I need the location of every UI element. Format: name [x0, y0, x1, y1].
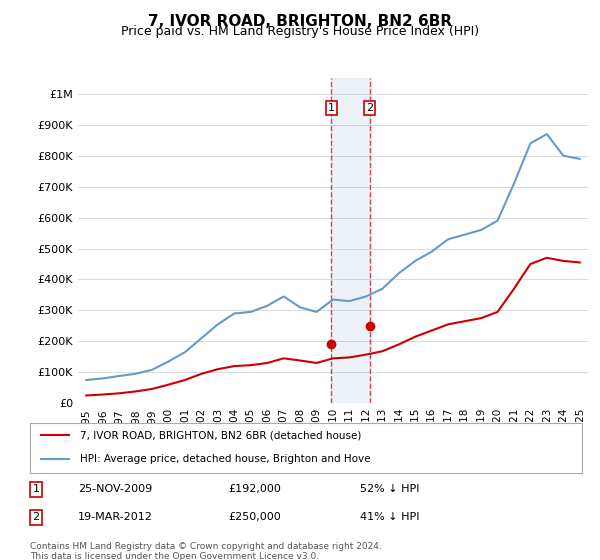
Text: Price paid vs. HM Land Registry's House Price Index (HPI): Price paid vs. HM Land Registry's House … — [121, 25, 479, 38]
Text: 25-NOV-2009: 25-NOV-2009 — [78, 484, 152, 494]
Bar — [331, 78, 370, 403]
Text: Contains HM Land Registry data © Crown copyright and database right 2024.
This d: Contains HM Land Registry data © Crown c… — [30, 542, 382, 560]
Text: £250,000: £250,000 — [228, 512, 281, 522]
Text: 7, IVOR ROAD, BRIGHTON, BN2 6BR (detached house): 7, IVOR ROAD, BRIGHTON, BN2 6BR (detache… — [80, 431, 361, 440]
FancyBboxPatch shape — [30, 423, 582, 473]
Text: 41% ↓ HPI: 41% ↓ HPI — [360, 512, 419, 522]
Text: 2: 2 — [32, 512, 40, 522]
Text: £192,000: £192,000 — [228, 484, 281, 494]
Text: 19-MAR-2012: 19-MAR-2012 — [78, 512, 153, 522]
Text: 1: 1 — [32, 484, 40, 494]
Text: HPI: Average price, detached house, Brighton and Hove: HPI: Average price, detached house, Brig… — [80, 454, 370, 464]
Text: 2: 2 — [366, 103, 373, 113]
Text: 1: 1 — [328, 103, 335, 113]
Text: 7, IVOR ROAD, BRIGHTON, BN2 6BR: 7, IVOR ROAD, BRIGHTON, BN2 6BR — [148, 14, 452, 29]
Text: 52% ↓ HPI: 52% ↓ HPI — [360, 484, 419, 494]
